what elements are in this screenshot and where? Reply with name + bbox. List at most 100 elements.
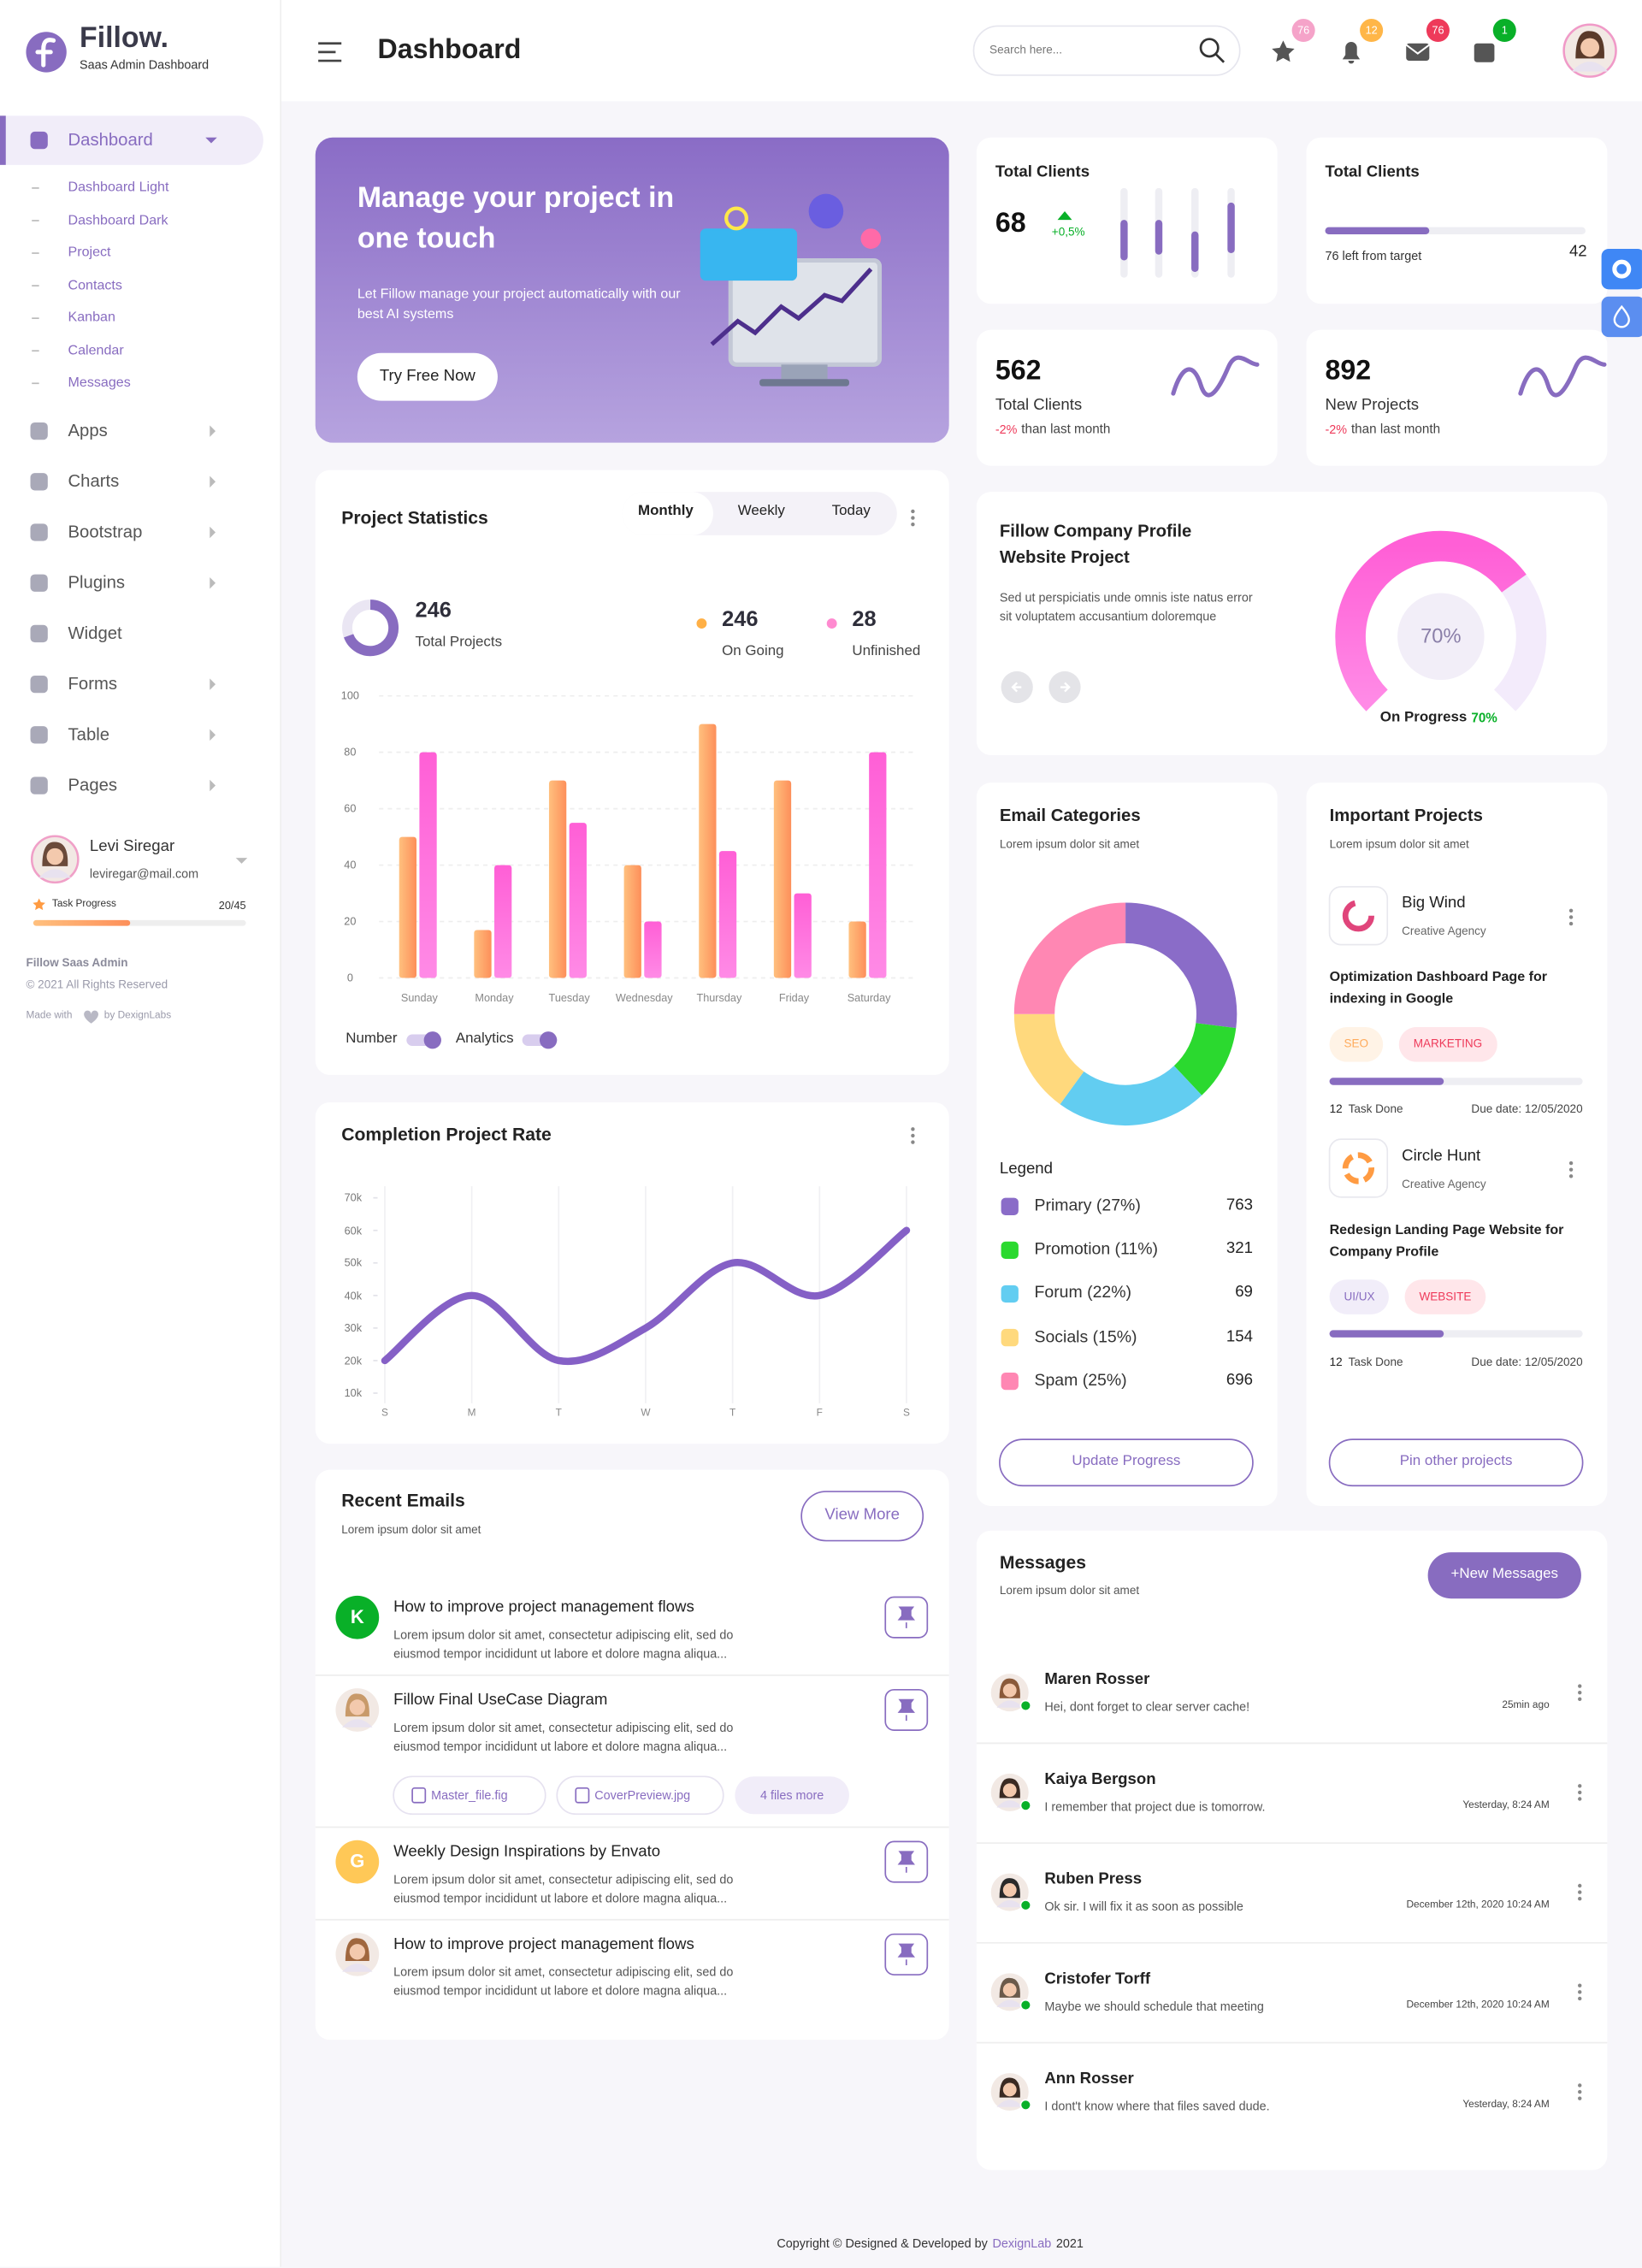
avatar-face [349,1699,365,1716]
message-sender[interactable]: Cristofer Torff [1044,1970,1151,1988]
attachment-pill[interactable] [735,1776,849,1815]
menu-item[interactable]: Plugins [68,572,126,593]
footer-link[interactable]: DexignLab [992,2236,1052,2251]
message-sender[interactable]: Maren Rosser [1044,1671,1150,1689]
badge-count: 12 [1365,23,1378,37]
message-sender[interactable]: Kaiya Bergson [1044,1770,1156,1789]
submenu-item[interactable]: Contacts [68,277,122,293]
submenu-item[interactable]: Project [68,244,111,261]
icon-bell[interactable] [1342,42,1361,64]
attachment-label[interactable]: CoverPreview.jpg [594,1787,691,1803]
pin-button[interactable] [1328,1438,1584,1487]
kebab-dot [1578,1883,1582,1888]
submenu-item[interactable]: Kanban [68,310,115,326]
attachment-pill[interactable] [556,1775,724,1816]
kebab-dot [1568,1174,1574,1178]
menu-icon [30,473,48,491]
message-sender[interactable]: Ann Rosser [1044,2070,1134,2088]
submenu-item[interactable]: Calendar [68,342,124,358]
icon-mail[interactable] [1406,43,1430,62]
menu-item[interactable]: Table [68,724,110,745]
menu-item[interactable]: Charts [68,470,120,492]
legend-swatch [1001,1285,1019,1303]
user-name: Levi Siregar [89,837,175,855]
banner-button[interactable] [357,352,498,401]
email-subject[interactable]: How to improve project management flows [393,1935,694,1953]
icon-calendar[interactable] [1474,43,1495,62]
avatar-face [1002,1683,1017,1698]
submenu-item[interactable]: Dashboard Dark [68,211,168,228]
menu-icon [30,131,48,150]
tag-bg [1329,1027,1384,1062]
message-text: Ok sir. I will fix it as soon as possibl… [1044,1899,1243,1914]
project-logo [1342,900,1375,932]
menu-item[interactable]: Dashboard [68,129,153,151]
dot-unfinished [826,618,837,629]
tab[interactable]: Monthly [637,503,694,519]
x-tick-label: Sunday [400,991,438,1005]
update-button-label[interactable]: Update Progress [1072,1453,1181,1470]
email-subject[interactable]: How to improve project management flows [393,1598,694,1616]
email-subject[interactable]: Weekly Design Inspirations by Envato [393,1843,661,1861]
email-avatar [335,1595,380,1639]
x-tick-label: Wednesday [615,991,673,1005]
legend-count: 763 [1226,1196,1253,1214]
settings-tab[interactable] [1601,248,1642,290]
project-statistics-card [315,470,949,1075]
email-subject[interactable]: Fillow Final UseCase Diagram [393,1691,608,1709]
dot-ongoing [696,618,707,629]
y-tick-label: 40 [344,858,357,871]
target-fill [1325,227,1430,235]
icon-star[interactable] [1272,40,1295,62]
view-more-button[interactable] [800,1491,924,1542]
task-label: Task Progress [51,899,116,910]
message-time: December 12th, 2020 10:24 AM [1406,1900,1550,1911]
update-button[interactable] [999,1438,1254,1487]
menu-item[interactable]: Bootstrap [68,521,143,542]
new-message-label[interactable]: +New Messages [1450,1566,1559,1583]
gauge-status: On Progress [1379,710,1468,726]
squiggle [1171,355,1260,398]
legend-swatch [1001,1241,1019,1260]
message-time: 25min ago [1502,1700,1550,1711]
menu-chevron [210,678,216,690]
new-message-button[interactable] [1427,1552,1581,1599]
attachment-label[interactable]: Master_file.fig [431,1787,508,1803]
kebab-dot [1578,1990,1582,1994]
kebab-dot [1568,915,1574,919]
pin-button-label[interactable]: Pin other projects [1399,1453,1513,1470]
legend-count: 69 [1235,1284,1253,1302]
message-sender[interactable]: Ruben Press [1044,1870,1143,1888]
stat-label: New Projects [1325,396,1420,415]
search-placeholder[interactable]: Search here... [989,43,1063,56]
x-tick-label: T [729,1408,736,1419]
icon-mail-flap [1405,44,1430,55]
menu-item[interactable]: Forms [68,673,118,694]
kebab-dot [1578,1697,1582,1701]
submenu-item[interactable]: Dashboard Light [68,179,169,196]
slider-arrow-icon [1060,682,1071,693]
legend-toggle-knob [423,1031,441,1049]
kebab-dot [911,516,915,520]
attachment-pill[interactable] [393,1775,546,1816]
menu-item[interactable]: Widget [68,623,122,643]
submenu-item[interactable]: Messages [68,375,131,391]
menu-chevron [210,729,216,741]
menu-item[interactable]: Apps [68,420,108,441]
task-count: 12 [1329,1355,1343,1368]
tab[interactable]: Weekly [737,503,785,519]
search-box[interactable] [972,25,1241,76]
legend-count: 154 [1226,1327,1253,1345]
bar [474,930,492,978]
menu-item[interactable]: Pages [68,774,118,795]
kebab-dot [1578,1797,1582,1801]
menu-chevron [210,576,216,589]
badge [1492,18,1516,43]
banner-button-label[interactable]: Try Free Now [379,367,475,386]
view-more-label[interactable]: View More [824,1506,900,1524]
theme-tab[interactable] [1601,296,1642,338]
important-projects-card [1306,783,1608,1506]
total-label: Total Projects [415,635,503,651]
attachment-label[interactable]: 4 files more [759,1787,824,1803]
tab[interactable]: Today [831,503,871,519]
